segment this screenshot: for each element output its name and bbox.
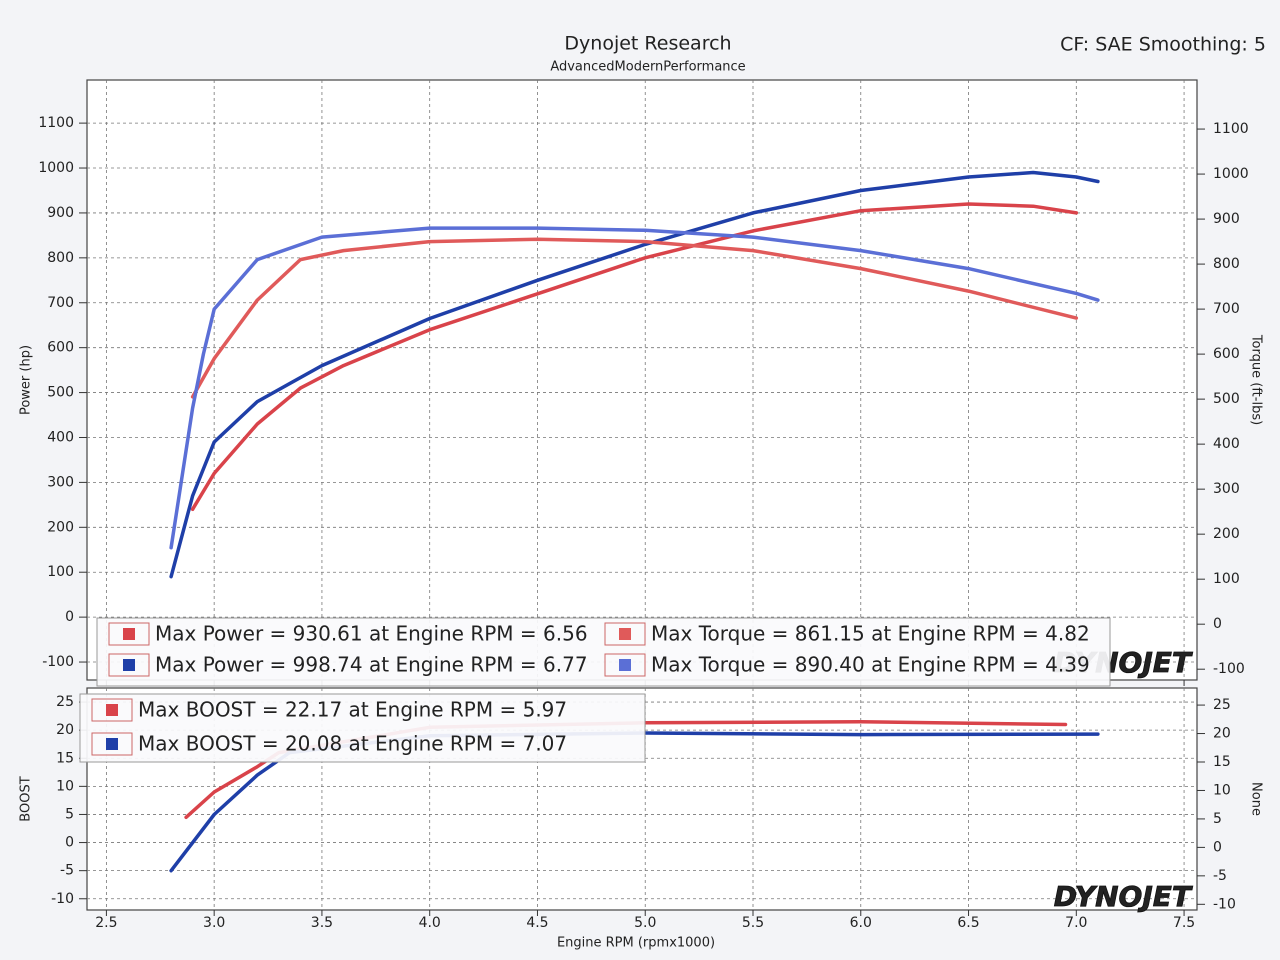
- chart-subtitle: AdvancedModernPerformance: [550, 60, 745, 75]
- y-tick-label: -5: [60, 863, 74, 879]
- legend-swatch-frame: [604, 653, 646, 677]
- y2-tick-label: 600: [1213, 346, 1240, 362]
- y2-axis-label: None: [1249, 782, 1264, 816]
- legend-swatch: [123, 628, 135, 640]
- x-tick-label: 4.0: [419, 915, 441, 931]
- series-line: [169, 226, 1100, 550]
- y-tick-label: 300: [47, 474, 74, 490]
- y-tick-label: 500: [47, 385, 74, 401]
- logo: DYNOJET: [1054, 880, 1193, 913]
- y2-tick-label: 200: [1213, 526, 1240, 542]
- legend-label: Max BOOST = 22.17 at Engine RPM = 5.97: [138, 698, 567, 722]
- y-tick-label: -10: [51, 891, 74, 907]
- y2-tick-label: -5: [1213, 868, 1227, 884]
- y2-tick-label: 0: [1213, 839, 1222, 855]
- y2-tick-label: 10: [1213, 782, 1231, 798]
- y-tick-label: 20: [56, 722, 74, 738]
- legend-swatch: [619, 659, 631, 671]
- y2-tick-label: 800: [1213, 256, 1240, 272]
- x-tick-label: 6.5: [957, 915, 979, 931]
- y-tick-label: 900: [47, 205, 74, 221]
- legend-label: Max BOOST = 20.08 at Engine RPM = 7.07: [138, 732, 567, 756]
- y2-tick-label: 100: [1213, 571, 1240, 587]
- x-tick-label: 6.0: [850, 915, 872, 931]
- y-tick-label: 15: [56, 750, 74, 766]
- legend-box: [79, 693, 646, 763]
- legend-swatch-frame: [91, 732, 133, 756]
- legend-swatch-frame: [108, 653, 150, 677]
- y2-tick-label: 0: [1213, 616, 1222, 632]
- legend-box: [96, 617, 1111, 687]
- x-tick-label: 7.5: [1173, 915, 1195, 931]
- legend-swatch-frame: [91, 698, 133, 722]
- x-tick-label: 7.0: [1065, 915, 1087, 931]
- series-line: [190, 237, 1079, 399]
- legend-swatch-frame: [604, 622, 646, 646]
- y-tick-label: 600: [47, 340, 74, 356]
- x-tick-label: 3.0: [203, 915, 225, 931]
- legend-swatch: [123, 659, 135, 671]
- x-tick-label: 5.5: [742, 915, 764, 931]
- y-tick-label: 200: [47, 519, 74, 535]
- y-tick-label: 400: [47, 429, 74, 445]
- legend-swatch-frame: [108, 622, 150, 646]
- y2-tick-label: 900: [1213, 211, 1240, 227]
- chart-title: Dynojet Research: [564, 33, 731, 55]
- y2-tick-label: 20: [1213, 726, 1231, 742]
- y2-tick-label: 500: [1213, 391, 1240, 407]
- y-tick-label: 800: [47, 250, 74, 266]
- x-tick-label: 4.5: [526, 915, 548, 931]
- y2-tick-label: 1000: [1213, 166, 1249, 182]
- y-tick-label: 5: [65, 806, 74, 822]
- series-line: [169, 170, 1100, 579]
- y2-tick-label: 15: [1213, 754, 1231, 770]
- y-tick-label: 0: [65, 609, 74, 625]
- y2-axis-label: Torque (ft-lbs): [1249, 334, 1264, 425]
- y2-tick-label: 700: [1213, 301, 1240, 317]
- y-tick-label: 1000: [38, 160, 74, 176]
- y-tick-label: 700: [47, 295, 74, 311]
- legend-swatch: [619, 628, 631, 640]
- y2-tick-label: -10: [1213, 896, 1236, 912]
- y-tick-label: 100: [47, 564, 74, 580]
- y2-tick-label: -100: [1213, 661, 1245, 677]
- series-line: [190, 202, 1079, 512]
- x-tick-label: 5.0: [634, 915, 656, 931]
- legend-label: Max Power = 998.74 at Engine RPM = 6.77: [155, 653, 588, 677]
- legend-label: Max Power = 930.61 at Engine RPM = 6.56: [155, 622, 588, 646]
- y-tick-label: 10: [56, 778, 74, 794]
- y2-tick-label: 5: [1213, 811, 1222, 827]
- y-tick-label: 1100: [38, 115, 74, 131]
- y2-tick-label: 300: [1213, 481, 1240, 497]
- legend-swatch: [106, 704, 118, 716]
- legend-label: Max Torque = 890.40 at Engine RPM = 4.39: [651, 653, 1090, 677]
- plot-area: [86, 79, 1198, 681]
- correction-note: CF: SAE Smoothing: 5: [1060, 34, 1266, 56]
- x-axis-label: Engine RPM (rpmx1000): [557, 936, 715, 951]
- y-tick-label: 25: [56, 694, 74, 710]
- legend-label: Max Torque = 861.15 at Engine RPM = 4.82: [651, 622, 1090, 646]
- x-tick-label: 2.5: [95, 915, 117, 931]
- y2-tick-label: 1100: [1213, 121, 1249, 137]
- y2-tick-label: 25: [1213, 697, 1231, 713]
- y-axis-label: BOOST: [19, 776, 34, 821]
- y-axis-label: Power (hp): [19, 345, 34, 415]
- legend-swatch: [106, 738, 118, 750]
- y-tick-label: 0: [65, 835, 74, 851]
- x-tick-label: 3.5: [311, 915, 333, 931]
- y2-tick-label: 400: [1213, 436, 1240, 452]
- y-tick-label: -100: [42, 654, 74, 670]
